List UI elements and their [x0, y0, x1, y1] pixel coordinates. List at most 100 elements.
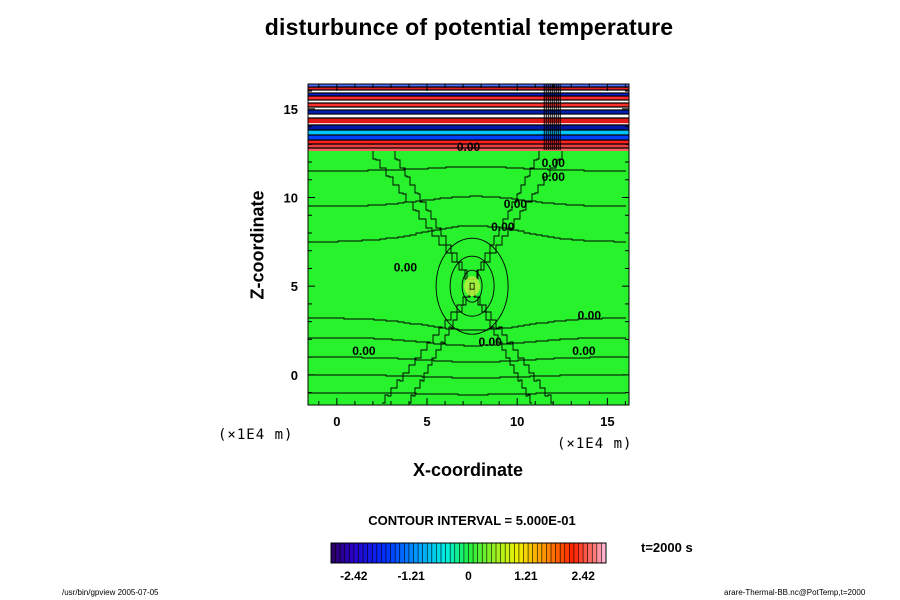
sponge-band	[308, 84, 629, 87]
sponge-band	[308, 107, 629, 110]
bubble-center-mark	[469, 282, 475, 290]
z-axis-unit: (×1E4 m)	[218, 427, 294, 443]
colorbar-segment	[505, 543, 511, 563]
colorbar-segment	[486, 543, 492, 563]
colorbar-segment	[473, 543, 478, 563]
colorbar-segment	[482, 543, 488, 563]
x-axis-unit: (×1E4 m)	[557, 436, 633, 452]
sponge-band	[308, 140, 629, 144]
colorbar-segment	[509, 543, 515, 563]
colorbar-tick-label: -2.42	[340, 569, 368, 583]
colorbar-segment	[537, 543, 543, 563]
sponge-band	[308, 118, 629, 123]
colorbar-segment	[376, 543, 382, 563]
colorbar-frame	[330, 542, 607, 564]
field-contour	[308, 166, 626, 172]
colorbar-tick-label: 0	[465, 569, 472, 583]
colorbar-segment	[418, 543, 423, 563]
field-contour	[308, 356, 626, 363]
colorbar-segment	[386, 543, 391, 563]
sponge-band	[308, 125, 629, 130]
y-tick-label: 10	[284, 191, 298, 206]
contour-label: 0.00	[504, 197, 528, 211]
colorbar-segment	[353, 543, 359, 563]
sponge-band	[308, 130, 629, 135]
sponge-band	[308, 100, 629, 103]
colorbar-segment	[541, 543, 547, 563]
colorbar-segment	[514, 543, 520, 563]
colorbar-segment	[500, 543, 506, 563]
contour-interval-label: CONTOUR INTERVAL = 5.000E-01	[368, 513, 576, 528]
sponge-band	[308, 148, 629, 151]
chart-title: disturbunce of potential temperature	[264, 14, 674, 40]
sponge-band	[308, 110, 629, 114]
contour-label: 0.00	[478, 335, 502, 349]
colorbar-segment	[427, 543, 433, 563]
colorbar-segment	[431, 543, 437, 563]
axis-ticks: 0 5 10 15 0 5 10 15	[284, 84, 629, 429]
colorbar-segment	[546, 543, 552, 563]
colorbar-segment	[404, 543, 410, 563]
colorbar-segment	[496, 543, 501, 563]
sponge-band	[308, 114, 629, 118]
colorbar-segment	[518, 543, 524, 563]
x-tick-label: 5	[423, 414, 430, 429]
sponge-band	[308, 90, 629, 93]
x-tick-label: 10	[510, 414, 524, 429]
colorbar-segment	[395, 543, 401, 563]
contour-label: 0.00	[572, 344, 596, 358]
colorbar-segment	[390, 543, 396, 563]
time-label: t=2000 s	[641, 540, 693, 555]
contour-label: 0.00	[352, 344, 376, 358]
plot-content: 0.000.000.000.000.000.000.000.00 0.000.00	[308, 84, 629, 405]
y-tick-label: 5	[291, 279, 298, 294]
colorbar-segment	[381, 543, 387, 563]
colorbar-tick-label: 2.42	[572, 569, 596, 583]
colorbar-segment	[587, 543, 593, 563]
colorbar-segment	[408, 543, 414, 563]
field-contour	[308, 225, 626, 243]
colorbar-segment	[454, 543, 460, 563]
sponge-band	[308, 96, 629, 100]
colorbar-segment	[583, 543, 588, 563]
diagonal-contour	[394, 151, 472, 280]
colorbar-segment	[555, 543, 561, 563]
y-tick-label: 0	[291, 368, 298, 383]
colorbar-segment	[459, 543, 465, 563]
x-tick-label: 15	[600, 414, 614, 429]
colorbar-segment	[363, 543, 368, 563]
colorbar-segment	[422, 543, 428, 563]
colorbar-segment	[523, 543, 529, 563]
plot-frame	[307, 83, 630, 406]
x-tick-label: 0	[333, 414, 340, 429]
colorbar-segment	[468, 543, 474, 563]
colorbar-segment	[477, 543, 483, 563]
diagonal-contour	[472, 151, 563, 280]
contour-label: 0.00	[457, 140, 481, 154]
field-contour	[308, 374, 626, 379]
colorbar-segment	[532, 543, 538, 563]
colorbar-segment	[349, 543, 355, 563]
colorbar-segment	[372, 543, 378, 563]
colorbar-segment	[436, 543, 442, 563]
colorbar-segment	[399, 543, 405, 563]
contour-label: 0.00	[394, 261, 418, 275]
sponge-band	[308, 87, 629, 90]
y-tick-label: 15	[284, 102, 298, 117]
colorbar-segment	[491, 543, 497, 563]
colorbar-segment	[413, 543, 419, 563]
colorbar-tick-label: 1.21	[514, 569, 538, 583]
field-contour	[308, 317, 626, 331]
sponge-band	[308, 93, 629, 96]
diagonal-contour	[472, 151, 540, 280]
colorbar-segment	[578, 543, 584, 563]
bubble-core	[464, 276, 481, 297]
colorbar-segment	[573, 543, 579, 563]
x-axis-label: X-coordinate	[412, 460, 524, 480]
contour-label: 0.00	[542, 156, 566, 170]
footer-source: arare-Thermal-BB.nc@PotTemp,t=2000	[724, 588, 866, 597]
sponge-band	[308, 135, 629, 140]
colorbar-segment	[445, 543, 451, 563]
plot-area: 0.000.000.000.000.000.000.000.00 0.000.00	[307, 83, 630, 406]
